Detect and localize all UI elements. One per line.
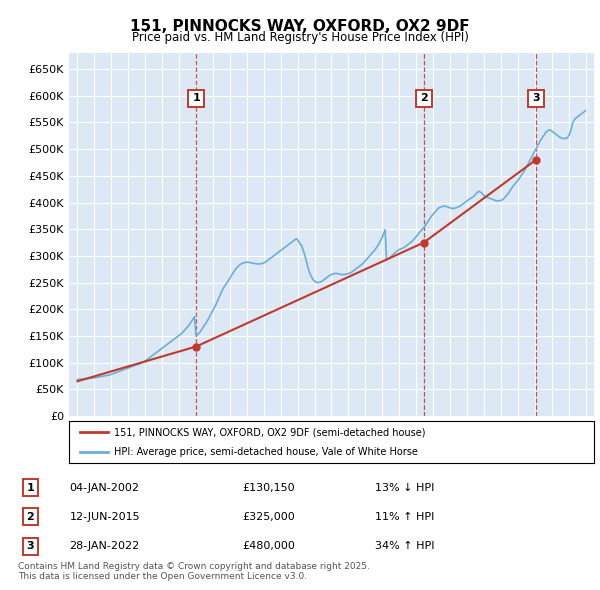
Text: 1: 1 [26,483,34,493]
Text: 12-JUN-2015: 12-JUN-2015 [70,512,140,522]
Text: 1: 1 [193,93,200,103]
Text: 2: 2 [26,512,34,522]
Text: 04-JAN-2002: 04-JAN-2002 [70,483,140,493]
Text: Price paid vs. HM Land Registry's House Price Index (HPI): Price paid vs. HM Land Registry's House … [131,31,469,44]
Text: £480,000: £480,000 [242,541,295,551]
Text: 151, PINNOCKS WAY, OXFORD, OX2 9DF: 151, PINNOCKS WAY, OXFORD, OX2 9DF [130,19,470,34]
Text: £325,000: £325,000 [242,512,295,522]
Text: HPI: Average price, semi-detached house, Vale of White Horse: HPI: Average price, semi-detached house,… [113,447,418,457]
Text: 3: 3 [532,93,540,103]
Text: 11% ↑ HPI: 11% ↑ HPI [375,512,434,522]
Text: £130,150: £130,150 [242,483,295,493]
Text: 13% ↓ HPI: 13% ↓ HPI [375,483,434,493]
Text: 3: 3 [26,541,34,551]
Text: Contains HM Land Registry data © Crown copyright and database right 2025.
This d: Contains HM Land Registry data © Crown c… [18,562,370,581]
Text: 34% ↑ HPI: 34% ↑ HPI [375,541,434,551]
Text: 151, PINNOCKS WAY, OXFORD, OX2 9DF (semi-detached house): 151, PINNOCKS WAY, OXFORD, OX2 9DF (semi… [113,427,425,437]
Text: 2: 2 [420,93,428,103]
Text: 28-JAN-2022: 28-JAN-2022 [70,541,140,551]
